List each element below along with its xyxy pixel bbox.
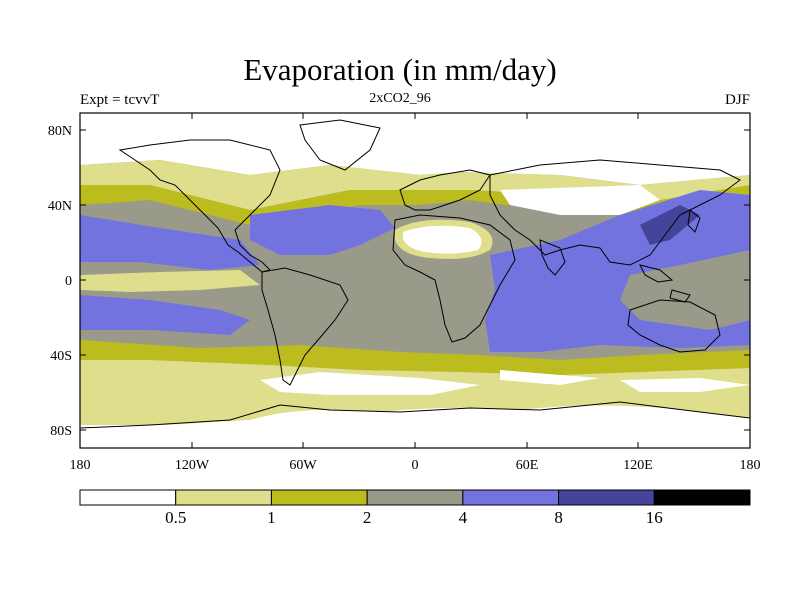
x-tick-label: 0	[412, 458, 419, 473]
x-tick-label: 120E	[623, 458, 653, 473]
y-tick-label: 80N	[48, 124, 72, 139]
y-tick-label: 80S	[50, 424, 72, 439]
season-label: DJF	[724, 92, 750, 108]
x-tick-label: 60W	[289, 458, 317, 473]
map-panel	[80, 113, 750, 448]
colorbar-label: 2	[363, 508, 372, 527]
colorbar-swatch	[558, 489, 655, 506]
x-tick-label: 60E	[516, 458, 539, 473]
colorbar-swatch	[653, 489, 751, 506]
run-label: 2xCO2_96	[369, 91, 431, 106]
x-tick-label: 120W	[175, 458, 210, 473]
y-tick-label: 40S	[50, 349, 72, 364]
colorbar-label: 1	[267, 508, 276, 527]
colorbar-swatch	[175, 489, 272, 506]
map-title: Evaporation (in mm/day)	[243, 52, 557, 87]
colorbar-label: 8	[554, 508, 563, 527]
colorbar-label: 0.5	[165, 508, 186, 527]
colorbar-label: 16	[646, 508, 663, 527]
x-axis: 180 120W 60W 0 60E 120E 180	[70, 113, 761, 473]
colorbar-swatch	[462, 489, 560, 506]
colorbar-swatch	[366, 489, 464, 506]
colorbar: 0.5 1 2 4 8 16	[79, 489, 751, 527]
colorbar-swatch	[79, 489, 177, 506]
y-axis: 80N 40N 0 40S 80S	[48, 124, 750, 439]
colorbar-label: 4	[459, 508, 468, 527]
y-tick-label: 40N	[48, 199, 72, 214]
colorbar-swatch	[270, 489, 368, 506]
x-tick-label: 180	[740, 458, 761, 473]
coastlines	[80, 119, 750, 429]
x-tick-label: 180	[70, 458, 91, 473]
experiment-label: Expt = tcvvT	[80, 92, 160, 108]
y-tick-label: 0	[65, 274, 72, 289]
